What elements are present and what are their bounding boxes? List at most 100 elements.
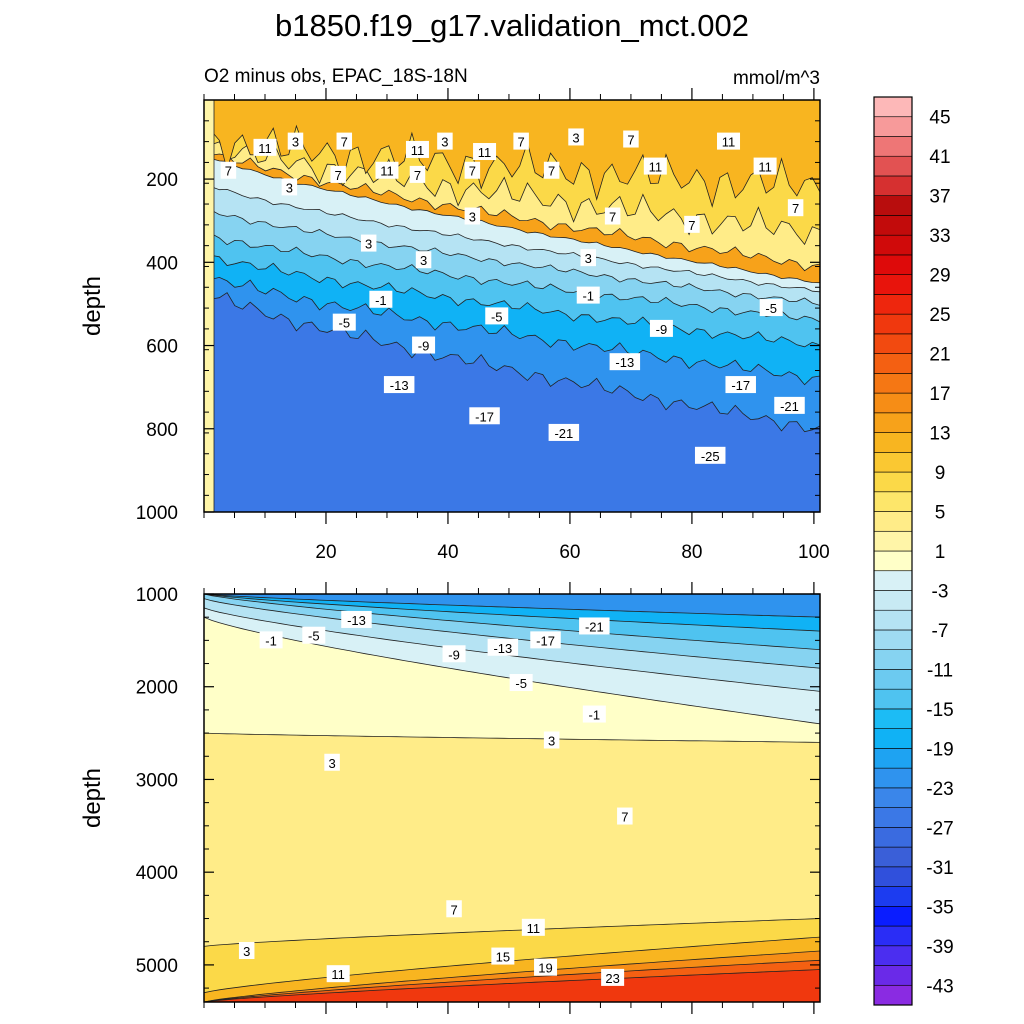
contour-label-text: -17: [731, 378, 750, 393]
contour-label-text: 7: [548, 164, 555, 179]
x-tick-label: 40: [437, 542, 458, 563]
contour-label-text: 7: [469, 164, 476, 179]
contour-label: 7: [464, 161, 481, 179]
contour-label: -5: [302, 626, 326, 644]
x-tick-label: 60: [559, 542, 580, 563]
colorbar-swatch: [873, 609, 913, 631]
colorbar-swatch: [873, 274, 913, 295]
colorbar-swatch: [873, 530, 913, 552]
colorbar-tick-label: 9: [935, 463, 946, 484]
colorbar-swatch: [873, 590, 913, 611]
contour-label: -9: [649, 319, 673, 337]
colorbar-tick-label: -27: [926, 818, 953, 839]
contour-band: [204, 290, 820, 512]
west-boundary-strip: [204, 100, 215, 512]
colorbar-swatch: [873, 353, 913, 374]
y-tick-label: 3000: [136, 770, 178, 791]
contour-label: -21: [548, 423, 580, 441]
colorbar-tick-label: 17: [929, 384, 950, 405]
colorbar-tick-label: 25: [929, 305, 950, 326]
colorbar-swatch: [873, 846, 913, 868]
contour-label-text: 7: [225, 164, 232, 179]
colorbar-tick-label: 37: [929, 187, 950, 208]
colorbar-swatch: [873, 254, 913, 275]
colorbar-tick-label: -7: [932, 621, 949, 642]
colorbar-swatch: [873, 945, 913, 966]
contour-label-text: 7: [518, 135, 525, 150]
contour-label-text: 3: [469, 210, 476, 225]
contour-label-text: -21: [554, 426, 573, 441]
contour-label-text: -1: [589, 708, 601, 723]
contour-label-text: -21: [780, 399, 799, 414]
contour-label-text: 3: [286, 180, 293, 195]
y-tick-label: 200: [146, 170, 178, 191]
contour-label: -17: [725, 376, 756, 394]
contour-label: -5: [759, 299, 783, 317]
contour-label-text: -1: [265, 633, 277, 648]
contour-label-text: 7: [341, 135, 348, 150]
contour-label-text: -1: [375, 293, 387, 308]
contour-label: 3: [238, 942, 255, 959]
colorbar-tick-label: 13: [929, 424, 950, 445]
colorbar-swatch: [873, 294, 913, 315]
colorbar-swatch: [873, 925, 913, 947]
contour-label-text: -9: [656, 322, 668, 337]
colorbar-swatch: [873, 570, 913, 591]
contour-label: 3: [324, 753, 340, 771]
colorbar-tick-label: -31: [926, 858, 953, 879]
upper-panel-units: mmol/m^3: [733, 68, 820, 89]
colorbar-swatch: [873, 116, 913, 137]
figure-title: b1850.f19_g17.validation_mct.002: [275, 8, 749, 43]
contour-label: 3: [287, 132, 304, 150]
contour-label: 15: [491, 947, 515, 965]
contour-label: -1: [369, 290, 393, 308]
colorbar-swatch: [873, 629, 913, 650]
colorbar-swatch: [873, 452, 913, 473]
contour-label-text: 3: [585, 251, 592, 266]
plot-frame: [203, 99, 821, 513]
contour-label: -5: [485, 307, 509, 325]
contour-label-text: 7: [335, 168, 342, 183]
contour-label-text: 19: [538, 961, 552, 976]
contour-label-text: -21: [585, 619, 604, 634]
colorbar-swatch: [873, 234, 913, 256]
contour-label-text: -13: [615, 355, 634, 370]
contour-label-text: 7: [414, 168, 421, 183]
contour-label: -25: [694, 446, 726, 464]
colorbar-swatch: [873, 708, 913, 729]
contour-label-text: 7: [627, 133, 634, 148]
contour-label: 3: [437, 132, 453, 150]
contour-label: 11: [753, 157, 777, 175]
contour-label: 11: [375, 161, 399, 179]
contour-label-text: 11: [411, 143, 425, 158]
contour-label: 3: [415, 251, 432, 269]
contour-label: -21: [774, 396, 805, 414]
contour-label-text: -1: [582, 289, 594, 304]
contour-label-text: -13: [347, 613, 366, 628]
contour-label: 7: [787, 199, 804, 217]
contour-label-text: -17: [475, 409, 494, 424]
contour-label: 3: [464, 207, 481, 225]
contour-label: 7: [220, 161, 237, 179]
contour-label: 11: [326, 965, 350, 983]
contour-label-text: -5: [308, 629, 320, 644]
colorbar-swatch: [873, 669, 913, 690]
colorbar-tick-label: 41: [929, 147, 950, 168]
colorbar-swatch: [873, 195, 913, 216]
contour-label-text: 7: [609, 210, 616, 225]
contour-label: -1: [582, 705, 606, 723]
contour-label-text: 3: [548, 734, 555, 749]
colorbar-swatch: [873, 215, 913, 236]
contour-label-text: 3: [243, 944, 250, 959]
contour-label: 11: [521, 918, 545, 936]
contour-label: -5: [509, 674, 533, 692]
colorbar-swatch: [873, 965, 913, 986]
contour-label-text: 3: [441, 135, 448, 150]
colorbar-swatch: [873, 175, 913, 196]
contour-label: -9: [442, 645, 466, 663]
contour-label-text: -13: [390, 378, 409, 393]
contour-label: 11: [717, 132, 741, 150]
contour-label-text: 11: [758, 160, 772, 175]
